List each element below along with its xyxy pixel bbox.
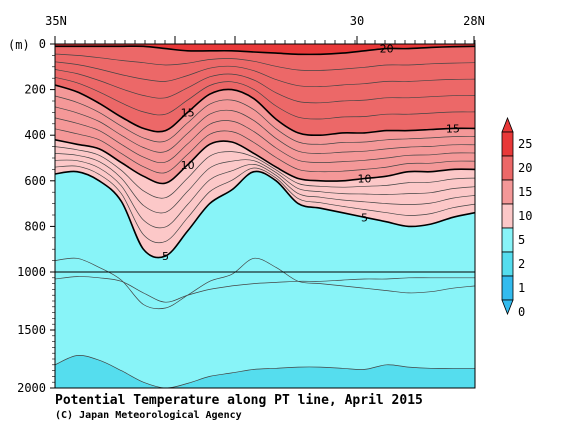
depth-tick-label: 2000 xyxy=(17,381,46,395)
colorbar-label: 0 xyxy=(518,305,525,319)
isotherm-minor-20-15 xyxy=(55,53,475,71)
contour-label: 5 xyxy=(162,250,169,263)
contour-label: 15 xyxy=(181,106,195,119)
depth-tick-label: 200 xyxy=(24,83,46,97)
colorbar-bottom-arrow xyxy=(501,299,514,316)
minor-isotherms xyxy=(55,53,475,388)
isotherm-minor-20-15 xyxy=(55,69,475,104)
isotherm-minor-15-10 xyxy=(55,106,475,154)
depth-tick-label: 0 xyxy=(39,37,46,51)
contour-label: 10 xyxy=(358,173,372,186)
depth-tick-label: 800 xyxy=(24,219,46,233)
copyright-credit: (C) Japan Meteorological Agency xyxy=(55,409,242,421)
depth-tick-label: 400 xyxy=(24,128,46,142)
colorbar-label: 2 xyxy=(518,257,525,271)
contour-label: 20 xyxy=(380,43,394,56)
colorbar-label: 10 xyxy=(518,209,532,223)
colorbar-top-arrow xyxy=(501,116,514,133)
isotherm-minor-15-10 xyxy=(55,95,475,145)
colorbar-swatch xyxy=(501,275,514,301)
colorbar-swatch xyxy=(501,155,514,181)
colorbar-label: 25 xyxy=(518,137,532,151)
isotherm-minor-deep xyxy=(55,276,475,303)
colorbar-label: 15 xyxy=(518,185,532,199)
depth-unit-label: (m) xyxy=(8,38,30,52)
isotherm-minor-10-5 xyxy=(55,146,475,199)
isotherm-20-line xyxy=(55,45,475,56)
isotherm-10-line xyxy=(55,139,475,185)
colorbar-label: 5 xyxy=(518,233,525,247)
major-isotherms xyxy=(55,45,475,259)
fill-20-to-25 xyxy=(55,44,475,55)
depth-tick-label: 1000 xyxy=(17,265,46,279)
depth-tick-label: 1500 xyxy=(17,323,46,337)
x-tick-label-28n: 28N xyxy=(463,14,485,28)
x-tick-label-35n: 35N xyxy=(45,14,67,28)
colorbar-swatch xyxy=(501,251,514,277)
isotherm-minor-15-10 xyxy=(55,128,475,174)
depth-axis: 0 200 400 600 800 1000 1500 2000 xyxy=(17,37,55,395)
contour-label: 5 xyxy=(361,211,368,224)
temperature-fill-layers xyxy=(55,44,475,388)
contour-label: 10 xyxy=(181,159,195,172)
colorbar-swatch xyxy=(501,227,514,253)
isotherm-5-line xyxy=(55,170,475,259)
isotherm-15-line xyxy=(55,84,475,137)
colorbar-swatch xyxy=(501,179,514,205)
x-tick-label-30: 30 xyxy=(350,14,364,28)
colorbar-swatch xyxy=(501,131,514,157)
colorbar-label: 1 xyxy=(518,281,525,295)
isotherm-minor-20-15 xyxy=(55,76,475,120)
colorbar-label: 20 xyxy=(518,161,532,175)
station-ticks xyxy=(54,36,476,44)
contour-label: 15 xyxy=(446,122,460,135)
depth-tick-label: 600 xyxy=(24,174,46,188)
colorbar-swatch xyxy=(501,203,514,229)
isotherm-minor-10-5 xyxy=(55,165,475,244)
isotherm-minor-10-5 xyxy=(55,159,475,229)
isotherm-minor-15-10 xyxy=(55,117,475,164)
chart-title: Potential Temperature along PT line, Apr… xyxy=(55,393,423,408)
isotherm-minor-20-15 xyxy=(55,61,475,88)
isotherm-2-line xyxy=(55,355,475,388)
contour-labels: 20 15 15 10 10 5 5 xyxy=(162,43,460,263)
isotherm-minor-10-5 xyxy=(55,153,475,214)
